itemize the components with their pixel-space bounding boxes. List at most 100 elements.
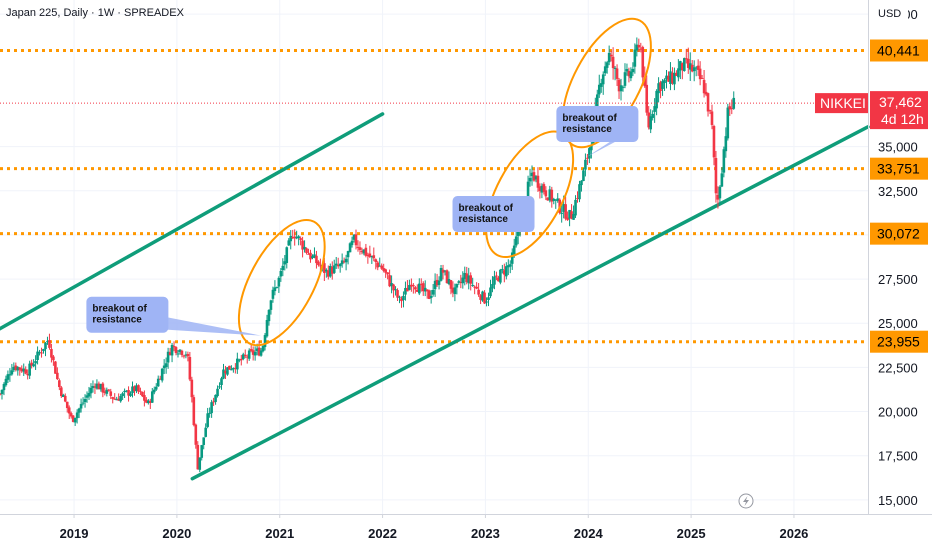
candle-body — [681, 63, 684, 71]
candle-body — [425, 289, 429, 292]
candle-body — [188, 357, 192, 380]
candle-body — [605, 62, 609, 68]
candle-body — [133, 386, 136, 392]
candle-body — [311, 256, 314, 258]
time-axis[interactable]: 2019 2020 2021 2022 2023 2024 2025 2026 — [60, 514, 809, 541]
candle-body — [390, 283, 393, 287]
candle-body — [597, 84, 601, 95]
candle-body — [671, 72, 674, 84]
candle-body — [457, 281, 461, 283]
candle-body — [471, 284, 474, 286]
candle-body — [275, 287, 279, 289]
highlight-ellipse — [561, 17, 652, 149]
candle-body — [56, 372, 59, 380]
y-tick-label: 25,000 — [878, 316, 918, 331]
x-tick-label: 2023 — [471, 526, 500, 541]
candle-body — [421, 283, 425, 292]
price-axis[interactable]: 15,000 17,500 20,000 22,500 25,000 27,500 30,0… — [878, 7, 918, 508]
candle-body — [726, 107, 730, 139]
candle-body — [546, 197, 550, 201]
candle-body — [570, 211, 573, 219]
candle-body — [2, 384, 6, 391]
candle-body — [249, 349, 253, 351]
candle-body — [202, 437, 206, 445]
candle-body — [44, 342, 47, 350]
candle-body — [186, 354, 190, 357]
candle-body — [200, 445, 204, 458]
candle-body — [307, 253, 310, 255]
candle-body — [481, 291, 484, 301]
symbol-title: Japan 225, Daily · 1W · SPREADEX — [6, 7, 185, 19]
candle-body — [230, 369, 233, 371]
currency-box[interactable] — [872, 4, 908, 22]
candle-body — [435, 279, 439, 286]
candle-body — [732, 97, 736, 109]
candle-body — [330, 266, 334, 274]
candle-body — [669, 71, 672, 85]
callout-text: breakout of — [562, 113, 617, 124]
candle-body — [505, 266, 508, 277]
candle-body — [588, 148, 591, 159]
candle-body — [720, 173, 724, 187]
candle-body — [503, 270, 506, 275]
candle-body — [178, 349, 182, 353]
candle-body — [143, 395, 146, 401]
candle-body — [402, 295, 405, 300]
candle-body — [469, 275, 473, 284]
candle-body — [483, 292, 486, 304]
candle-body — [508, 264, 512, 267]
currency-label: USD — [878, 8, 901, 20]
candle-body — [40, 352, 43, 354]
candle-body — [305, 248, 308, 253]
y-tick-label: 27,500 — [878, 272, 918, 287]
candle-body — [4, 378, 8, 386]
candle-body — [653, 106, 656, 112]
candle-body — [154, 386, 158, 390]
candle-body — [194, 424, 198, 445]
y-tick-label: 15,000 — [878, 493, 918, 508]
candle-body — [131, 386, 134, 393]
candle-body — [716, 194, 720, 200]
candle-body — [245, 356, 249, 358]
candle-body — [145, 399, 148, 403]
candle-body — [609, 54, 613, 57]
candle-body — [410, 284, 413, 287]
x-tick-label: 2020 — [162, 526, 191, 541]
candle-body — [184, 354, 188, 356]
candle-body — [562, 204, 565, 212]
candle-body — [433, 280, 437, 290]
candle-body — [495, 275, 498, 277]
candle-body — [182, 355, 186, 357]
candle-body — [475, 286, 478, 289]
candle-body — [698, 68, 702, 80]
level-price-tag — [870, 157, 928, 180]
candle-body — [690, 64, 694, 72]
candle-body — [113, 398, 117, 400]
candle-body — [257, 347, 261, 356]
candle-body — [60, 387, 63, 397]
candle-body — [67, 407, 71, 414]
candle-body — [576, 198, 579, 200]
candle-body — [635, 44, 639, 51]
candle-body — [121, 393, 124, 397]
callout-box — [86, 296, 169, 333]
candle-body — [63, 395, 67, 402]
candle-body — [234, 367, 237, 369]
candle-body — [552, 198, 556, 201]
candle-body — [683, 58, 686, 71]
candle-body — [586, 157, 589, 159]
candle-body — [360, 250, 364, 253]
candle-body — [149, 400, 152, 403]
candle-body — [69, 413, 73, 417]
candle-body — [550, 189, 554, 202]
candle-body — [350, 240, 354, 246]
candle-body — [627, 70, 631, 77]
candle-body — [536, 175, 540, 188]
candle-body — [147, 400, 150, 404]
candle-body — [52, 356, 55, 361]
candle-body — [26, 373, 29, 376]
candle-body — [327, 270, 330, 277]
candle-body — [621, 86, 625, 88]
candle-body — [127, 390, 130, 396]
lightning-icon[interactable] — [738, 493, 754, 509]
